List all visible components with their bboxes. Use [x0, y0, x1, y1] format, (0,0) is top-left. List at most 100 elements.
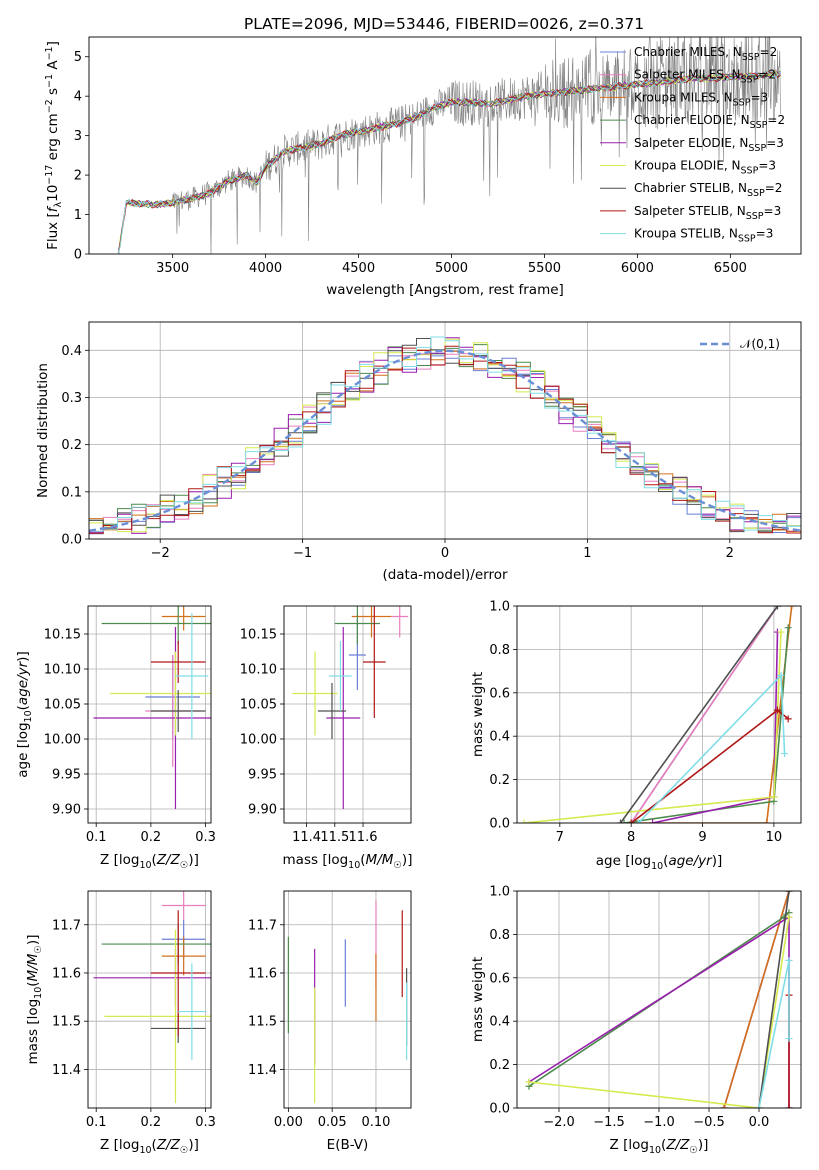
axes-weight-vs-age: 7 8 9 10 0.0 0.2 0.4 0.6 0.8 1.0 age [log10(age/yr… — [470, 600, 802, 872]
x-tick-label: 10 — [766, 830, 783, 845]
weight-line-1 — [630, 606, 779, 823]
weight-marker — [649, 819, 657, 823]
weight-marker — [773, 706, 781, 714]
x-tick-label: 8 — [627, 830, 635, 845]
x-tick-label: 0.00 — [274, 1115, 303, 1130]
plot-area — [89, 336, 801, 535]
weight-line-6 — [758, 891, 790, 1108]
y-tick-label: 0.4 — [61, 344, 82, 359]
x-tick-label: −2 — [151, 546, 170, 561]
x-tick-label: −1 — [293, 546, 312, 561]
weight-marker — [525, 1078, 533, 1086]
y-tick-label: 11.5 — [248, 1015, 277, 1030]
legend-entry-0: Chabrier MILES, NSSP=2 — [634, 45, 777, 63]
legend-entry-1: Salpeter MILES, NSSP=2 — [634, 68, 776, 86]
x-tick-label: 6000 — [621, 261, 654, 276]
x-tick-label: 2 — [726, 546, 734, 561]
weight-marker — [784, 715, 792, 723]
x-tick-label: −1.5 — [593, 1115, 625, 1130]
y-tick-label: 9.95 — [52, 768, 81, 783]
weight-line-6 — [619, 606, 779, 823]
axes-weight-vs-Z: −2.0 −1.5 −1.0 −0.5 0.0 0.0 0.2 0.4 0.6 0.8 1.0 Z [… — [470, 885, 802, 1156]
y-tick-label: 3 — [74, 129, 82, 144]
weight-line-3 — [623, 627, 789, 823]
x-tick-label: 4500 — [342, 261, 375, 276]
plot-area — [287, 900, 408, 1104]
x-tick-label: 0.3 — [195, 1115, 216, 1130]
x-tick-label: 0 — [441, 546, 449, 561]
weight-marker — [763, 819, 771, 823]
axes-residuals: −2 −1 0 1 2 0.0 0.1 0.2 0.3 0.4 𝒩(0,1) (data-model)… — [35, 321, 802, 583]
y-tick-label: 0.0 — [489, 817, 510, 832]
weight-marker — [755, 1104, 763, 1108]
weight-marker — [785, 913, 793, 921]
x-tick-label: 1 — [583, 546, 591, 561]
y-tick-label: 11.7 — [52, 918, 81, 933]
y-tick-label: 9.90 — [52, 803, 81, 818]
axes-frame — [283, 605, 412, 824]
y-tick-label: 10.05 — [240, 698, 277, 713]
figure-title: PLATE=2096, MJD=53446, FIBERID=0026, z=0… — [244, 15, 644, 33]
weight-marker — [781, 750, 789, 758]
weight-marker — [777, 628, 785, 636]
axes-frame — [87, 890, 212, 1109]
y-tick-label: 0.1 — [61, 485, 82, 500]
plot-area — [117, 37, 781, 254]
plot-area — [520, 606, 796, 823]
axes-frame — [283, 890, 412, 1109]
x-axis-label: age [log10(age/yr)] — [596, 853, 722, 872]
weight-marker — [520, 819, 528, 823]
y-tick-label: 5 — [74, 50, 82, 65]
plot-area — [93, 891, 211, 1104]
y-tick-label: 10.05 — [44, 698, 81, 713]
weight-marker — [784, 624, 792, 632]
legend-entry-3: Chabrier ELODIE, NSSP=2 — [634, 113, 785, 131]
x-axis-label: Z [log10(Z/Z☉)] — [610, 1137, 709, 1156]
y-axis-label: mass weight — [470, 672, 486, 757]
plot-area — [93, 606, 211, 809]
x-tick-label: 3500 — [156, 261, 189, 276]
y-tick-label: 10.15 — [44, 628, 81, 643]
weight-line-5 — [524, 631, 782, 823]
x-tick-label: 0.2 — [141, 830, 162, 845]
weight-line-5 — [528, 916, 790, 1108]
axes-mass-vs-EBV: 0.00 0.05 0.10 11.4 11.5 11.6 11.7 E(B-V) — [248, 890, 412, 1153]
weight-marker — [634, 819, 642, 823]
axes-frame — [516, 605, 802, 824]
y-tick-label: 1.0 — [489, 600, 510, 615]
y-tick-label: 4 — [74, 90, 82, 105]
legend-entry-2: Kroupa MILES, NSSP=3 — [634, 90, 768, 108]
axes-frame — [87, 605, 212, 824]
y-axis-label: mass [log10(M/M☉)] — [25, 935, 44, 1065]
y-tick-label: 10.10 — [240, 663, 277, 678]
x-axis-label-rich: Z [log10(Z/Z☉)] — [100, 852, 199, 871]
y-tick-label: 2 — [74, 169, 82, 184]
y-tick-label: 10.15 — [240, 628, 277, 643]
spectrum-model-line-5 — [118, 70, 781, 252]
x-tick-label: 0.05 — [318, 1115, 347, 1130]
x-tick-label: −0.5 — [693, 1115, 725, 1130]
weight-marker — [788, 606, 796, 610]
x-tick-label: 0.1 — [86, 1115, 107, 1130]
weight-line-8 — [758, 960, 790, 1108]
weight-marker — [720, 1104, 728, 1108]
x-axis-label: (data-model)/error — [382, 567, 508, 583]
x-tick-label: 0.1 — [86, 830, 107, 845]
y-tick-label: 10.10 — [44, 663, 81, 678]
x-tick-label: 9 — [698, 830, 706, 845]
y-tick-label: 11.4 — [248, 1063, 277, 1078]
legend-entry-4: Salpeter ELODIE, NSSP=3 — [634, 136, 784, 154]
y-axis-label: mass weight — [470, 957, 486, 1042]
spectrum-model-line-8 — [118, 70, 781, 254]
plot-area — [292, 606, 409, 809]
legend-normal-label: 𝒩(0,1) — [740, 337, 780, 351]
y-tick-label: 0.2 — [61, 438, 82, 453]
y-axis-label: Flux [fλ10−17 erg cm−2 s−1 A−1] — [44, 41, 64, 250]
y-tick-label: 0.8 — [489, 928, 510, 943]
y-tick-label: 11.5 — [52, 1015, 81, 1030]
y-tick-label: 0.2 — [489, 1058, 510, 1073]
axes-frame — [88, 36, 802, 255]
x-tick-label: −1.0 — [643, 1115, 675, 1130]
x-tick-label: 5500 — [528, 261, 561, 276]
